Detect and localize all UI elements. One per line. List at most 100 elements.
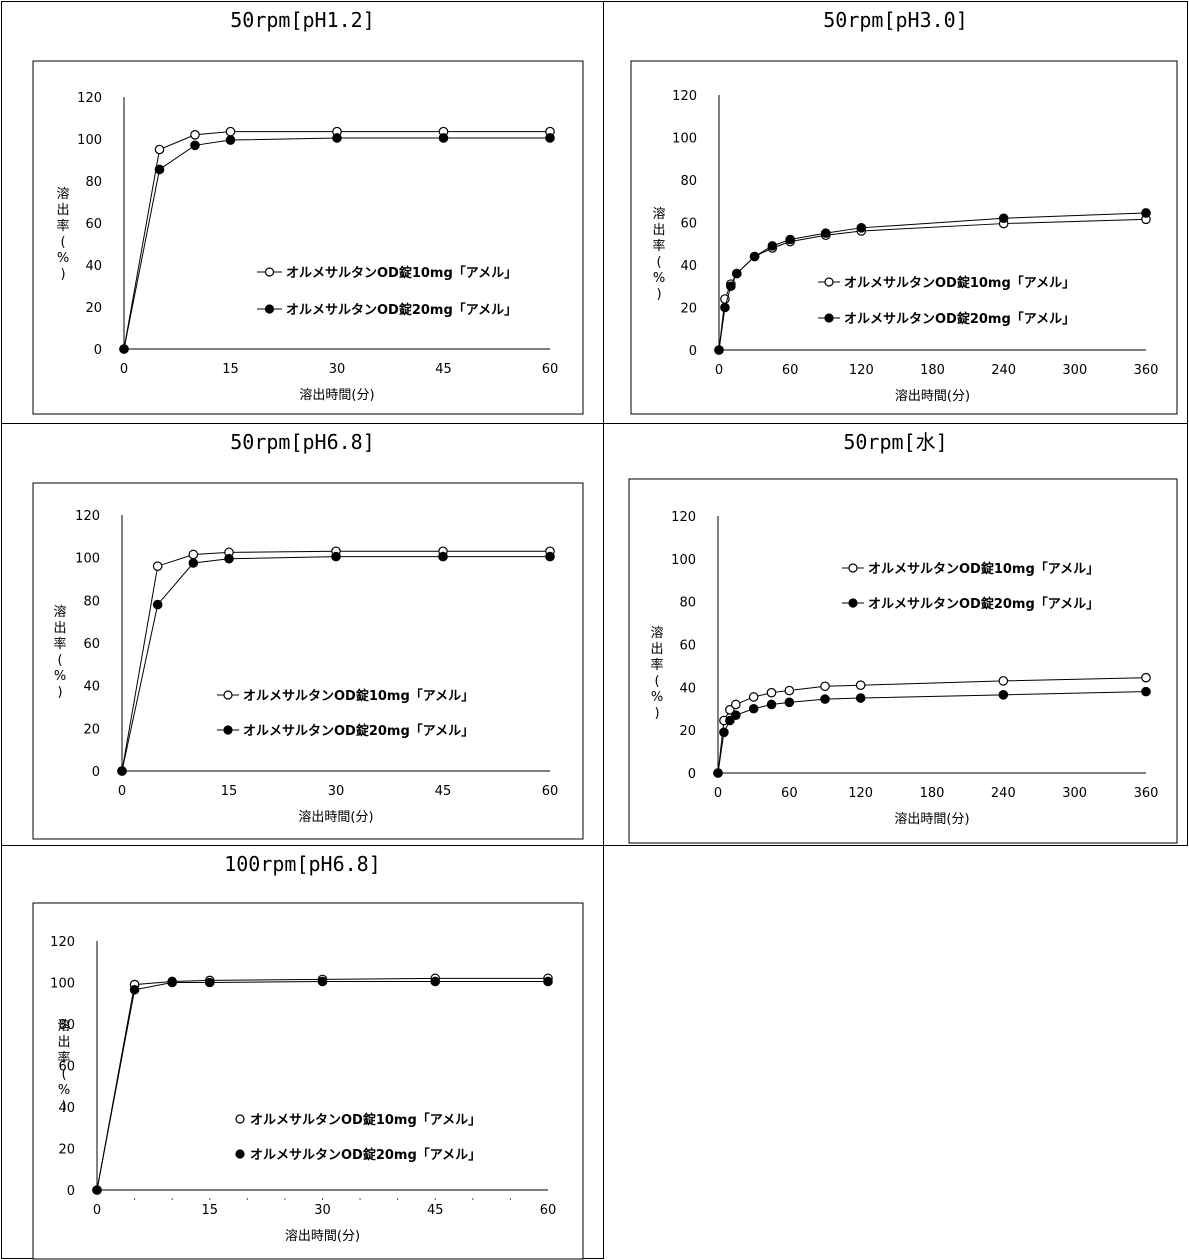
y-tick-label: 60 <box>83 637 100 652</box>
y-tick-label: 60 <box>679 639 696 654</box>
legend-marker <box>824 277 834 287</box>
legend-label: オルメサルタンOD錠20mg「アメル」 <box>243 723 474 739</box>
data-point-filled <box>749 251 760 262</box>
y-tick-label: 20 <box>679 724 696 739</box>
panel-cell-water: 50rpm[水] 0 20 40 60 80 100 120 0 60 120 180 240 300 3… <box>603 423 1188 846</box>
data-point-filled <box>998 213 1009 224</box>
data-point-open <box>1141 672 1151 683</box>
x-tick-label: 15 <box>221 784 238 799</box>
y-tick-label: 80 <box>85 175 102 190</box>
data-point-filled <box>855 693 866 703</box>
data-point-filled <box>204 977 215 988</box>
chart-ph68: 0 20 40 60 80 100 120 0 15 30 45 60 溶出時間(分) 溶出率(%) オルメ… <box>32 482 584 840</box>
data-point-filled <box>767 241 778 251</box>
data-point-filled <box>167 977 177 988</box>
x-tick-label: 240 <box>991 786 1016 801</box>
x-tick-label: 30 <box>329 362 346 377</box>
chart-frame <box>32 60 584 415</box>
y-tick-label: 60 <box>58 1060 75 1075</box>
x-tick-label: 360 <box>1134 786 1159 801</box>
data-point-open <box>731 699 741 710</box>
data-point-filled <box>820 694 830 704</box>
y-tick-label: 120 <box>77 91 102 106</box>
panel-title: 100rpm[pH6.8] <box>224 852 381 876</box>
y-tick-label: 80 <box>680 174 697 189</box>
panel-cell-ph68: 50rpm[pH6.8] 0 20 40 60 80 100 120 0 15 30 45 60 溶出時… <box>1 423 604 846</box>
data-point-filled <box>331 551 341 562</box>
legend-marker <box>848 598 858 608</box>
y-axis-label: 溶出率(%) <box>57 1019 70 1114</box>
legend-label: オルメサルタンOD錠20mg「アメル」 <box>286 302 517 318</box>
y-tick-label: 80 <box>679 596 696 611</box>
legend-label: オルメサルタンOD錠20mg「アメル」 <box>250 1147 481 1163</box>
x-axis-label: 溶出時間(分) <box>285 1229 360 1244</box>
legend-marker <box>824 313 834 323</box>
data-point-open <box>154 144 165 155</box>
y-tick-label: 40 <box>58 1101 75 1116</box>
x-axis-label: 溶出時間(分) <box>895 389 970 404</box>
data-point-filled <box>856 223 867 233</box>
y-tick-label: 100 <box>50 977 75 992</box>
data-point-open <box>190 130 200 140</box>
legend-marker <box>848 563 858 573</box>
legend-marker <box>264 304 275 314</box>
y-tick-label: 40 <box>85 259 102 274</box>
data-point-filled <box>92 1185 102 1195</box>
legend-label: オルメサルタンOD錠10mg「アメル」 <box>250 1112 481 1128</box>
data-point-filled <box>430 976 441 987</box>
data-point-filled <box>152 599 163 610</box>
x-tick-label: 300 <box>1062 786 1087 801</box>
y-axis-label: 溶出率(%) <box>650 626 663 721</box>
legend-label: オルメサルタンOD錠10mg「アメル」 <box>868 561 1099 577</box>
data-point-open <box>784 685 795 696</box>
data-point-filled <box>748 703 759 714</box>
data-point-open <box>748 692 759 702</box>
panel-cell-100rpm-ph68: 100rpm[pH6.8] 0 20 40 60 80 100 120 0 15 30 45 60 溶出… <box>1 845 604 1260</box>
x-tick-label: 0 <box>715 363 723 378</box>
data-point-filled <box>726 281 736 292</box>
data-point-filled <box>713 768 723 778</box>
y-axis-label: 溶出率(%) <box>53 605 66 700</box>
x-tick-label: 60 <box>540 1203 557 1218</box>
data-point-filled <box>224 553 234 564</box>
x-tick-label: 60 <box>542 362 559 377</box>
panel-title: 50rpm[pH1.2] <box>230 8 375 32</box>
data-point-filled <box>545 551 555 562</box>
legend-marker <box>223 690 233 700</box>
x-tick-label: 240 <box>991 363 1016 378</box>
panel-title: 50rpm[水] <box>843 430 948 454</box>
x-tick-label: 15 <box>201 1203 218 1218</box>
chart-water: 0 20 40 60 80 100 120 0 60 120 180 240 300 360 溶出時間(分)… <box>628 478 1178 844</box>
y-tick-label: 0 <box>689 344 697 359</box>
x-tick-label: 0 <box>120 362 128 377</box>
data-point-filled <box>731 268 742 279</box>
y-axis-label: 溶出率(%) <box>652 207 665 302</box>
chart-ph12: 0 20 40 60 80 100 120 0 15 30 45 60 溶出時間(分) 溶出率(%) オルメ… <box>32 60 584 415</box>
data-point-filled <box>1141 686 1151 697</box>
x-tick-label: 45 <box>427 1203 444 1218</box>
x-tick-label: 45 <box>435 362 452 377</box>
data-point-filled <box>725 715 735 726</box>
y-tick-label: 0 <box>67 1184 75 1199</box>
y-tick-label: 20 <box>83 722 100 737</box>
legend-label: オルメサルタンOD錠20mg「アメル」 <box>844 311 1075 327</box>
y-tick-label: 60 <box>680 217 697 232</box>
y-tick-label: 0 <box>92 765 100 780</box>
y-tick-label: 100 <box>75 552 100 567</box>
chart-frame <box>628 478 1178 844</box>
x-tick-label: 0 <box>118 784 126 799</box>
legend-marker <box>235 1114 245 1124</box>
y-tick-label: 20 <box>58 1143 75 1158</box>
chart-frame <box>32 482 584 840</box>
x-tick-label: 60 <box>782 363 799 378</box>
data-point-filled <box>714 345 724 355</box>
data-point-open <box>725 705 735 715</box>
y-tick-label: 60 <box>85 217 102 232</box>
y-tick-label: 40 <box>83 680 100 695</box>
legend-label: オルメサルタンOD錠20mg「アメル」 <box>868 596 1099 612</box>
data-point-open <box>766 687 777 698</box>
y-tick-label: 20 <box>85 301 102 316</box>
y-tick-label: 0 <box>94 343 102 358</box>
y-tick-label: 100 <box>77 133 102 148</box>
